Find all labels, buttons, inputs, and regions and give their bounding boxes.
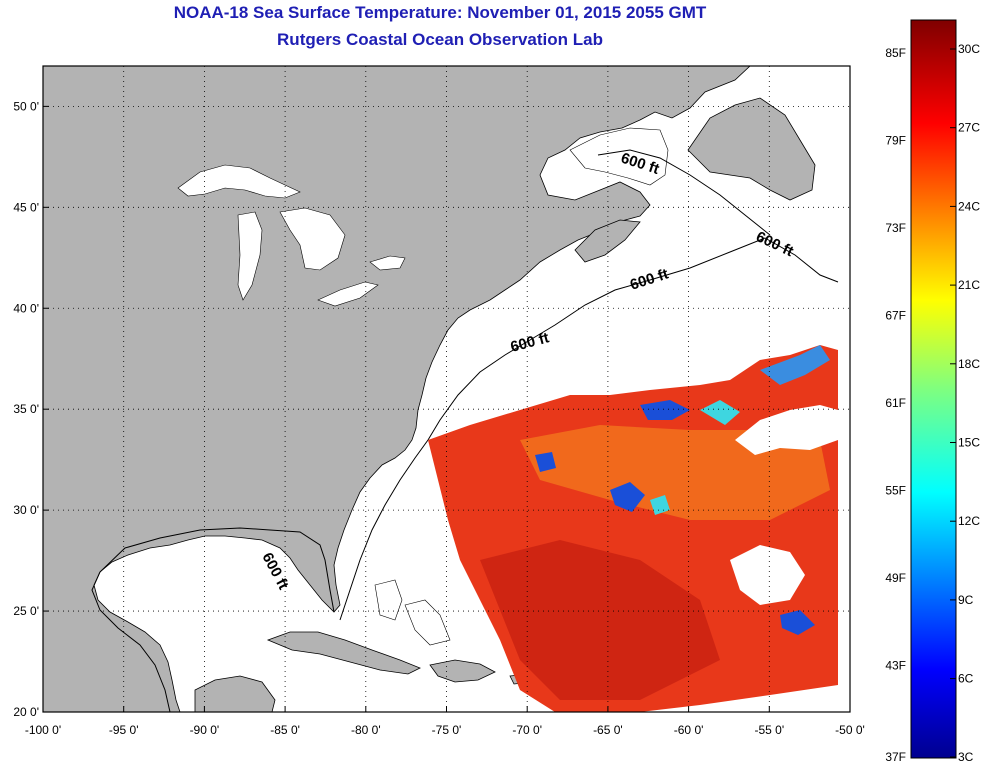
longitude-tick-label: -50 0' [835, 723, 865, 737]
lake-erie-ontario [317, 255, 406, 307]
longitude-tick-label: -95 0' [109, 723, 139, 737]
longitude-tick-label: -75 0' [432, 723, 462, 737]
isobath-600ft [91, 149, 839, 712]
map-title: NOAA-18 Sea Surface Temperature: Novembe… [173, 3, 707, 22]
sst-warm-core [480, 540, 720, 700]
colorbar-celsius-scale: 30C 27C 24C 21C 18C 15C 12C 9C 6C 3C [950, 42, 980, 764]
colorbar-c-label: 15C [958, 436, 980, 450]
colorbar-c-label: 12C [958, 514, 980, 528]
land-north-america [43, 66, 751, 712]
colorbar-c-label: 24C [958, 199, 980, 213]
land-newfoundland [687, 97, 816, 201]
latitude-tick-label: 45 0' [13, 200, 39, 214]
colorbar-c-label: 21C [958, 278, 980, 292]
lake-michigan-huron [237, 207, 346, 301]
colorbar-f-label: 73F [885, 221, 906, 235]
longitude-tick-label: -60 0' [674, 723, 704, 737]
colorbar-f-label: 85F [885, 46, 906, 60]
latitude-tick-label: 50 0' [13, 99, 39, 113]
cyan-patch [650, 400, 740, 515]
latitude-tick-label: 25 0' [13, 604, 39, 618]
longitude-tick-label: -65 0' [593, 723, 623, 737]
gulf-st-lawrence [569, 127, 669, 186]
land-yucatan [194, 675, 276, 712]
colorbar-c-label: 18C [958, 357, 980, 371]
colorbar-f-label: 37F [885, 750, 906, 764]
scattered-pixels [760, 345, 830, 385]
longitude-tick-label: -100 0' [25, 723, 61, 737]
colorbar-f-label: 67F [885, 309, 906, 323]
latitude-tick-label: 30 0' [13, 503, 39, 517]
colorbar-f-label: 43F [885, 659, 906, 673]
land-cuba [266, 631, 421, 675]
longitude-tick-label: -70 0' [512, 723, 542, 737]
colorbar-c-label: 27C [958, 121, 980, 135]
graticule [42, 66, 851, 713]
map-frame [42, 65, 851, 713]
longitude-tick-label: -55 0' [754, 723, 784, 737]
longitude-tick-label: -80 0' [351, 723, 381, 737]
colorbar-fahrenheit-scale: 85F 79F 73F 67F 61F 55F 49F 43F 37F [885, 46, 906, 764]
colorbar-c-label: 6C [958, 672, 974, 686]
longitude-tick-label: -85 0' [270, 723, 300, 737]
cloud-mask-area [730, 405, 838, 605]
longitude-tick-label: -90 0' [190, 723, 220, 737]
colorbar-f-label: 61F [885, 396, 906, 410]
latitude-axis: 20 0' 25 0' 30 0' 35 0' 40 0' 45 0' 50 0' [13, 99, 39, 719]
longitude-axis: -100 0' -95 0' -90 0' -85 0' -80 0' -75 0' -70… [25, 723, 865, 737]
colorbar-c-label: 3C [958, 750, 974, 764]
colorbar [910, 19, 957, 759]
latitude-tick-label: 20 0' [13, 705, 39, 719]
colorbar-f-label: 79F [885, 134, 906, 148]
latitude-tick-label: 35 0' [13, 402, 39, 416]
bahamas-banks [374, 579, 451, 646]
latitude-tick-label: 40 0' [13, 301, 39, 315]
map-subtitle: Rutgers Coastal Ocean Observation Lab [277, 30, 603, 49]
colorbar-c-label: 9C [958, 593, 974, 607]
colorbar-f-label: 49F [885, 571, 906, 585]
colorbar-c-label: 30C [958, 42, 980, 56]
colorbar-f-label: 55F [885, 484, 906, 498]
lake-superior [177, 164, 301, 199]
